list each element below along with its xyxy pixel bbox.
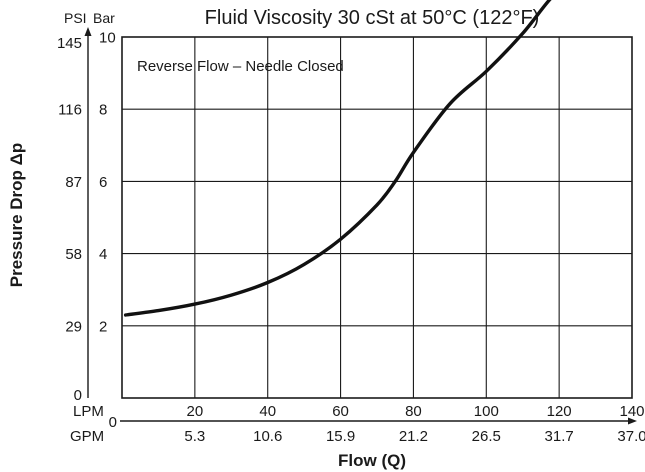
bar-tick-label: 2 [99, 318, 107, 335]
lpm-tick-label: 140 [619, 403, 644, 420]
psi-tick-label: 29 [65, 318, 82, 335]
psi-tick-label: 87 [65, 174, 82, 191]
gpm-tick-label: 21.2 [399, 428, 428, 445]
horizontal-gridlines [122, 108, 632, 327]
psi-tick-label: 58 [65, 246, 82, 263]
psi-unit-label: PSI [64, 10, 87, 26]
bar-tick-label: 10 [99, 30, 116, 47]
psi-tick-labels: 145 116 87 58 29 0 [57, 35, 82, 404]
psi-tick-label: 116 [58, 102, 82, 119]
pressure-drop-curve [123, 0, 552, 317]
psi-axis-arrow [84, 27, 92, 36]
lpm-tick-label: 40 [259, 403, 276, 420]
vertical-gridlines [194, 37, 560, 398]
psi-tick-label: 145 [57, 35, 82, 52]
x-axis-title: Flow (Q) [338, 451, 406, 470]
gpm-axis-arrow [628, 417, 637, 425]
y-axis-title: Pressure Drop Δp [7, 143, 26, 287]
gpm-tick-label: 15.9 [326, 428, 355, 445]
gpm-tick-label: 31.7 [545, 428, 574, 445]
chart-annotation: Reverse Flow – Needle Closed [137, 58, 344, 75]
lpm-tick-label: 100 [474, 403, 499, 420]
plot-frame [121, 36, 633, 399]
gpm-tick-labels: 0 5.3 10.6 15.9 21.2 26.5 31.7 37.0 [109, 414, 645, 445]
lpm-unit-label: LPM [73, 403, 104, 420]
lpm-tick-label: 80 [405, 403, 422, 420]
lpm-tick-label: 60 [332, 403, 349, 420]
gpm-tick-label: 37.0 [617, 428, 645, 445]
bar-tick-label: 4 [99, 246, 107, 263]
psi-tick-label: 0 [74, 387, 82, 404]
gpm-tick-label: 26.5 [472, 428, 501, 445]
lpm-tick-labels: 20 40 60 80 100 120 140 [187, 403, 645, 420]
gpm-tick-label: 5.3 [184, 428, 205, 445]
lpm-tick-label: 20 [187, 403, 204, 420]
gpm-tick-label: 10.6 [253, 428, 282, 445]
chart-title: Fluid Viscosity 30 cSt at 50°C (122°F) [205, 7, 540, 29]
bar-tick-label: 6 [99, 174, 107, 191]
bar-unit-label: Bar [93, 10, 115, 26]
gpm-unit-label: GPM [70, 428, 104, 445]
lpm-tick-label: 120 [547, 403, 572, 420]
bar-tick-label: 8 [99, 102, 107, 119]
bar-tick-labels: 10 8 6 4 2 [99, 30, 116, 336]
gpm-tick-label: 0 [109, 414, 117, 431]
